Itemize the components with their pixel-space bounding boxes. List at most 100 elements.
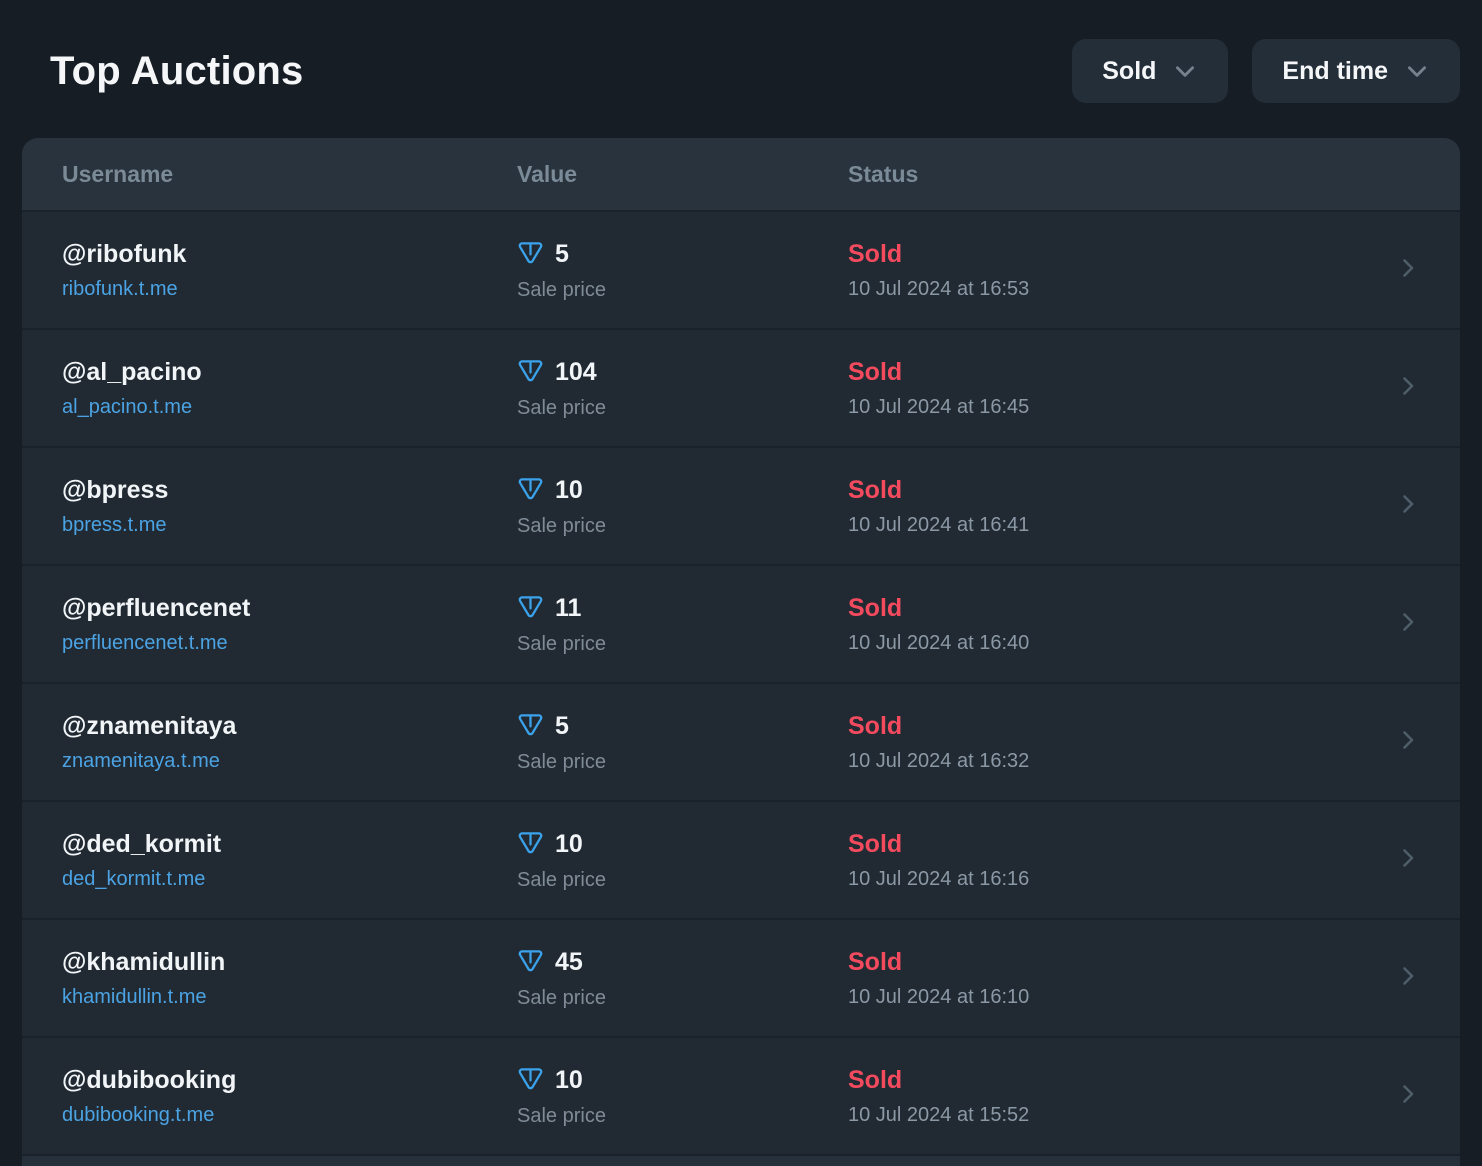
value-cell: 10 Sale price: [517, 1065, 848, 1128]
chevron-cell: [1360, 492, 1460, 521]
row-username: @ded_kormit: [62, 829, 222, 858]
auction-row[interactable]: @ribofunk ribofunk.t.me 5 Sale price Sol…: [22, 210, 1460, 328]
auction-row[interactable]: @khamidullin khamidullin.t.me 45 Sale pr…: [22, 918, 1460, 1036]
column-header-status: Status: [848, 160, 919, 187]
value-cell: 10 Sale price: [517, 475, 848, 538]
row-value-caption: Sale price: [517, 514, 606, 537]
chevron-right-icon: [1396, 728, 1420, 757]
column-header-value: Value: [517, 160, 578, 187]
username-cell: @ded_kormit ded_kormit.t.me: [22, 830, 517, 891]
auction-row[interactable]: @al_pacino al_pacino.t.me 104 Sale price…: [22, 328, 1460, 446]
row-status: Sold: [848, 829, 903, 858]
sold-filter-label: Sold: [1102, 56, 1157, 85]
row-status: Sold: [848, 593, 903, 622]
username-cell: @znamenitaya znamenitaya.t.me: [22, 712, 517, 773]
chevron-right-icon: [1396, 256, 1420, 285]
username-cell: @al_pacino al_pacino.t.me: [22, 358, 517, 419]
username-cell: @khamidullin khamidullin.t.me: [22, 948, 517, 1009]
row-status-date: 10 Jul 2024 at 16:16: [848, 867, 1030, 890]
row-value: 10: [555, 830, 583, 858]
status-cell: Sold 10 Jul 2024 at 16:53: [848, 240, 1360, 301]
row-value-caption: Sale price: [517, 868, 606, 891]
page-title: Top Auctions: [50, 48, 304, 93]
auction-row[interactable]: @znamenitaya znamenitaya.t.me 5 Sale pri…: [22, 682, 1460, 800]
ton-diamond-icon: [517, 475, 544, 507]
row-username-link[interactable]: znamenitaya.t.me: [62, 749, 220, 772]
value-cell: 11 Sale price: [517, 593, 848, 656]
row-status-date: 10 Jul 2024 at 16:40: [848, 631, 1030, 654]
row-value: 45: [555, 948, 583, 976]
ton-diamond-icon: [517, 1065, 544, 1097]
auction-row[interactable]: @perfluencenet perfluencenet.t.me 11 Sal…: [22, 564, 1460, 682]
row-status-date: 10 Jul 2024 at 15:52: [848, 1103, 1030, 1126]
row-username: @znamenitaya: [62, 711, 237, 740]
chevron-cell: [1360, 374, 1460, 403]
row-value: 5: [555, 712, 569, 740]
row-username: @ribofunk: [62, 239, 187, 268]
chevron-cell: [1360, 964, 1460, 993]
row-value-caption: Sale price: [517, 632, 606, 655]
row-value: 11: [555, 594, 582, 622]
row-username-link[interactable]: perfluencenet.t.me: [62, 631, 228, 654]
value-cell: 10 Sale price: [517, 829, 848, 892]
row-username: @bpress: [62, 475, 169, 504]
status-cell: Sold 10 Jul 2024 at 16:10: [848, 948, 1360, 1009]
row-value-caption: Sale price: [517, 750, 606, 773]
value-cell: 45 Sale price: [517, 947, 848, 1010]
value-cell: 104 Sale price: [517, 357, 848, 420]
chevron-right-icon: [1396, 374, 1420, 403]
row-value: 5: [555, 240, 569, 268]
row-status-date: 10 Jul 2024 at 16:45: [848, 395, 1030, 418]
row-username-link[interactable]: bpress.t.me: [62, 513, 167, 536]
row-username-link[interactable]: dubibooking.t.me: [62, 1103, 215, 1126]
sold-filter-dropdown[interactable]: Sold: [1072, 39, 1229, 103]
row-status: Sold: [848, 711, 903, 740]
table-header-row: Username Value Status: [22, 138, 1460, 210]
auction-row[interactable]: @bpress bpress.t.me 10 Sale price Sold 1…: [22, 446, 1460, 564]
end-time-dropdown[interactable]: End time: [1252, 39, 1460, 103]
status-cell: Sold 10 Jul 2024 at 15:52: [848, 1066, 1360, 1127]
row-status: Sold: [848, 475, 903, 504]
chevron-down-icon: [1404, 58, 1430, 84]
ton-diamond-icon: [517, 711, 544, 743]
table-body: @ribofunk ribofunk.t.me 5 Sale price Sol…: [22, 210, 1460, 1154]
row-status-date: 10 Jul 2024 at 16:10: [848, 985, 1030, 1008]
chevron-down-icon: [1172, 58, 1198, 84]
row-value-caption: Sale price: [517, 278, 606, 301]
status-cell: Sold 10 Jul 2024 at 16:40: [848, 594, 1360, 655]
row-username-link[interactable]: al_pacino.t.me: [62, 395, 193, 418]
filter-buttons: Sold End time: [1072, 39, 1460, 103]
chevron-cell: [1360, 610, 1460, 639]
row-value: 104: [555, 358, 597, 386]
username-cell: @perfluencenet perfluencenet.t.me: [22, 594, 517, 655]
username-cell: @bpress bpress.t.me: [22, 476, 517, 537]
status-cell: Sold 10 Jul 2024 at 16:16: [848, 830, 1360, 891]
topbar: Top Auctions Sold End time: [0, 0, 1482, 138]
username-cell: @dubibooking dubibooking.t.me: [22, 1066, 517, 1127]
row-username: @khamidullin: [62, 947, 226, 976]
chevron-cell: [1360, 728, 1460, 757]
ton-diamond-icon: [517, 357, 544, 389]
chevron-cell: [1360, 846, 1460, 875]
row-status: Sold: [848, 947, 903, 976]
row-username: @perfluencenet: [62, 593, 251, 622]
auction-row[interactable]: @dubibooking dubibooking.t.me 10 Sale pr…: [22, 1036, 1460, 1154]
row-status: Sold: [848, 239, 903, 268]
end-time-label: End time: [1282, 56, 1388, 85]
chevron-cell: [1360, 256, 1460, 285]
row-username: @al_pacino: [62, 357, 202, 386]
auctions-table: Username Value Status @ribofunk ribofunk…: [22, 138, 1460, 1166]
row-username-link[interactable]: khamidullin.t.me: [62, 985, 207, 1008]
row-username-link[interactable]: ded_kormit.t.me: [62, 867, 206, 890]
ton-diamond-icon: [517, 239, 544, 271]
row-value-caption: Sale price: [517, 1104, 606, 1127]
row-value-caption: Sale price: [517, 396, 606, 419]
row-value: 10: [555, 476, 583, 504]
chevron-right-icon: [1396, 1082, 1420, 1111]
auction-row[interactable]: @ded_kormit ded_kormit.t.me 10 Sale pric…: [22, 800, 1460, 918]
value-cell: 5 Sale price: [517, 711, 848, 774]
username-cell: @ribofunk ribofunk.t.me: [22, 240, 517, 301]
row-username-link[interactable]: ribofunk.t.me: [62, 277, 178, 300]
next-row-partial: [22, 1154, 1460, 1166]
status-cell: Sold 10 Jul 2024 at 16:45: [848, 358, 1360, 419]
